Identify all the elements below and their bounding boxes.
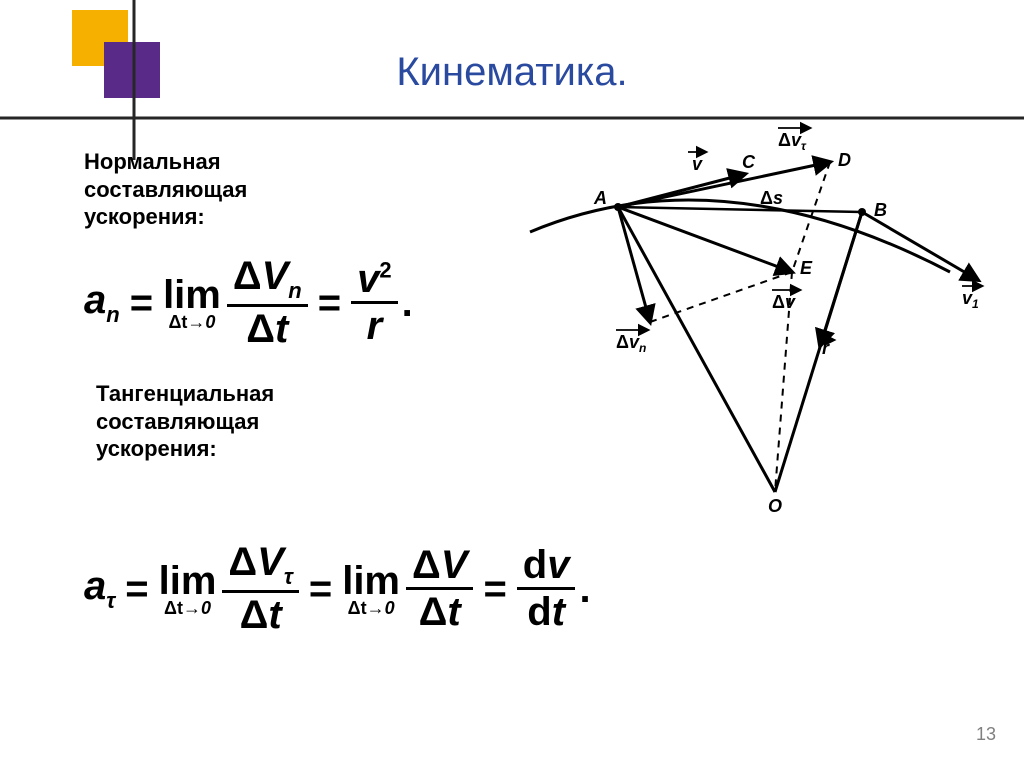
point-B bbox=[858, 208, 866, 216]
caption-normal: Нормальная составляющая ускорения: bbox=[84, 148, 247, 231]
period-1: . bbox=[398, 283, 413, 323]
vector-dvn bbox=[618, 207, 650, 322]
label-r: r bbox=[822, 338, 830, 358]
svg-text:Δvτ: Δvτ bbox=[778, 130, 807, 153]
caption-tangential: Тангенциальная составляющая ускорения: bbox=[96, 380, 274, 463]
lim-1: lim Δt→0 bbox=[163, 275, 221, 331]
dash-vn-to-E bbox=[650, 272, 792, 322]
caption-normal-line3: ускорения: bbox=[84, 204, 205, 229]
label-v1: v1 bbox=[962, 286, 982, 311]
label-B: B bbox=[874, 200, 887, 220]
caption-normal-line2: составляющая bbox=[84, 177, 247, 202]
caption-tangential-line3: ускорения: bbox=[96, 436, 217, 461]
caption-normal-line1: Нормальная bbox=[84, 149, 221, 174]
caption-tangential-line1: Тангенциальная bbox=[96, 381, 274, 406]
svg-text:v: v bbox=[692, 154, 703, 174]
label-dvtau: Δvτ bbox=[778, 128, 810, 153]
label-C: C bbox=[742, 152, 756, 172]
kinematics-diagram: A B C D E O Δs r v Δvτ Δv bbox=[520, 112, 990, 512]
frac-dV-dt: ΔV Δt bbox=[406, 543, 473, 634]
lim-2a: lim Δt→0 bbox=[159, 561, 217, 617]
frac-dvtau-dt: ΔVτ Δt bbox=[222, 540, 298, 637]
dash-D-to-E bbox=[792, 162, 830, 272]
point-A bbox=[614, 203, 622, 211]
page-number: 13 bbox=[976, 724, 996, 745]
label-O: O bbox=[768, 496, 782, 512]
label-A: A bbox=[593, 188, 607, 208]
vector-dv bbox=[618, 207, 792, 272]
svg-text:Δv: Δv bbox=[772, 292, 796, 312]
label-dvn: Δvn bbox=[616, 330, 648, 355]
vector-r bbox=[820, 212, 862, 346]
sym-a: an bbox=[84, 280, 120, 326]
eq-2: = bbox=[308, 283, 351, 323]
formula-tangential: aτ = lim Δt→0 ΔVτ Δt = lim Δt→0 ΔV Δt = bbox=[84, 540, 591, 637]
lim-2b: lim Δt→0 bbox=[342, 561, 400, 617]
frac-v2-r: v2 r bbox=[351, 257, 398, 348]
vector-v1 bbox=[862, 212, 978, 280]
label-ds: Δs bbox=[760, 188, 783, 208]
frac-dv-dt-deriv: dv dt bbox=[517, 543, 576, 634]
trajectory-curve bbox=[530, 200, 950, 272]
label-dv: Δv bbox=[772, 290, 800, 312]
label-v: v bbox=[688, 152, 706, 174]
page-title: Кинематика. bbox=[0, 50, 1024, 95]
frac-dvn-dt: ΔVn Δt bbox=[227, 254, 308, 351]
eq-1: = bbox=[120, 283, 163, 323]
label-E: E bbox=[800, 258, 813, 278]
label-D: D bbox=[838, 150, 851, 170]
chord-AB bbox=[618, 207, 862, 212]
sym-atau: aτ bbox=[84, 566, 115, 612]
caption-tangential-line2: составляющая bbox=[96, 409, 259, 434]
svg-text:v1: v1 bbox=[962, 288, 979, 311]
formula-normal: an = lim Δt→0 ΔVn Δt = v2 r . bbox=[84, 254, 413, 351]
svg-text:Δvn: Δvn bbox=[616, 332, 646, 355]
